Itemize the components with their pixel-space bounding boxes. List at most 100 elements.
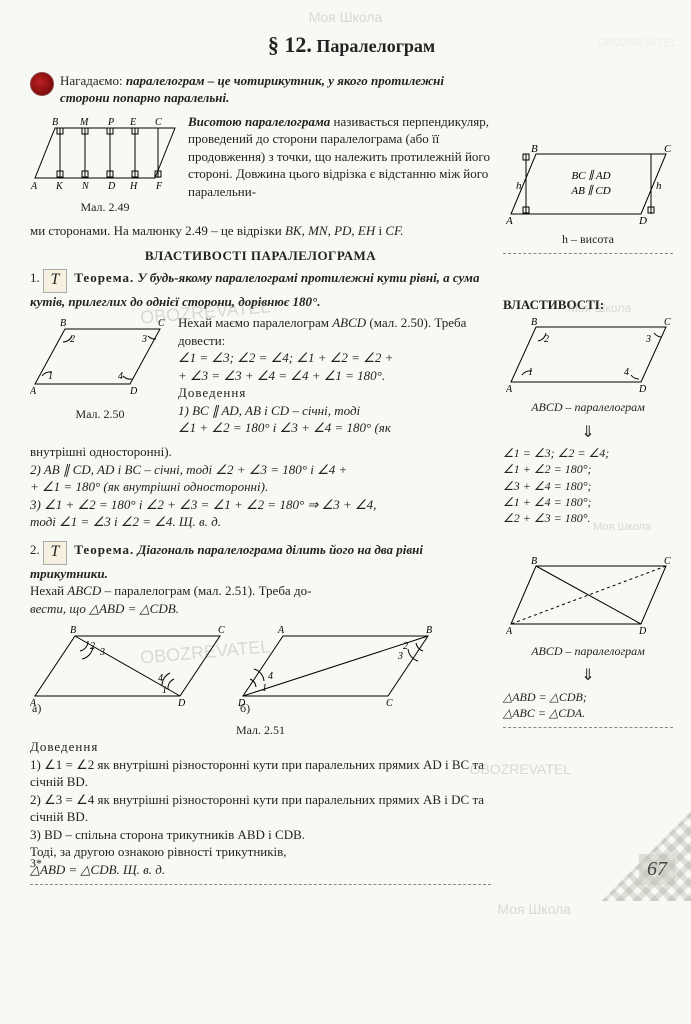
svg-text:D: D — [638, 626, 647, 637]
svg-text:A: A — [277, 625, 285, 636]
svg-text:1: 1 — [162, 685, 167, 696]
theorem-2-p2: 2) ∠3 = ∠4 як внутрішні різносторонні ку… — [30, 791, 491, 826]
fig-2-51-b-label: б) — [240, 700, 250, 716]
side-properties-heading: ВЛАСТИВОСТІ: — [503, 296, 673, 314]
theorem-1-p3: 3) ∠1 + ∠2 = 180° і ∠2 + ∠3 = ∠1 + ∠2 = … — [30, 496, 491, 514]
svg-text:4: 4 — [118, 371, 123, 382]
theorem-1-proof-label: Доведення — [178, 384, 491, 402]
svg-text:D: D — [129, 386, 138, 397]
side-prop-l5: ∠2 + ∠3 = 180°. — [503, 510, 673, 526]
svg-text:A: A — [506, 384, 513, 395]
page-number: 67 — [639, 854, 675, 885]
side-diag-l1: △ABD = △CDB; — [503, 689, 673, 705]
theorem-1-number: 1. — [30, 270, 40, 285]
theorem-1-p1b: ∠1 + ∠2 = 180° і ∠3 + ∠4 = 180° (як — [178, 419, 491, 437]
theorem-1-label: Теорема. — [74, 270, 134, 285]
svg-text:B: B — [426, 625, 432, 636]
svg-text:B: B — [70, 625, 76, 636]
svg-text:1: 1 — [48, 371, 53, 382]
svg-text:2: 2 — [70, 334, 75, 345]
implies-arrow-1: ⇓ — [503, 422, 673, 444]
theorem-icon: Т — [43, 269, 67, 293]
svg-text:C: C — [155, 117, 162, 128]
svg-text:2: 2 — [403, 641, 408, 652]
svg-text:C: C — [664, 317, 671, 328]
watermark-side-2: Моя Школа — [497, 900, 571, 919]
svg-text:h: h — [656, 180, 662, 192]
fig-2-50-caption: Мал. 2.50 — [30, 406, 170, 422]
theorem-2-number: 2. — [30, 542, 40, 557]
svg-text:C: C — [664, 144, 671, 155]
theorem-2-goal: вести, що △ABD = △CDB. — [30, 600, 491, 618]
svg-text:4: 4 — [624, 367, 629, 378]
height-term: Висотою паралелограма — [188, 114, 330, 129]
height-continuation: ми сторонами. На малюнку 2.49 – це відрі… — [30, 222, 491, 240]
svg-text:K: K — [55, 181, 64, 192]
side-column: B C A D h h BC ∥ AD AB ∥ CD h – висота ВЛАС… — [503, 72, 673, 892]
side-prop-l3: ∠3 + ∠4 = 180°; — [503, 478, 673, 494]
svg-text:AB ∥ CD: AB ∥ CD — [570, 184, 610, 197]
svg-text:2: 2 — [544, 334, 549, 345]
figure-2-49: BM PEC AKN DHF — [30, 113, 180, 193]
svg-text:B: B — [531, 144, 538, 155]
section-number: § 12. — [268, 32, 312, 57]
svg-text:M: M — [79, 117, 89, 128]
svg-text:A: A — [506, 215, 513, 227]
svg-text:3: 3 — [99, 647, 105, 658]
svg-text:P: P — [107, 117, 114, 128]
side-diag-caption: ABCD – паралелограм — [503, 643, 673, 659]
svg-text:3: 3 — [141, 334, 147, 345]
theorem-1-p2: 2) AB ∥ CD, AD і BC – січні, тоді ∠2 + ∠… — [30, 461, 491, 479]
svg-text:C: C — [218, 625, 225, 636]
signature-mark: 3* — [30, 855, 42, 871]
svg-text:BC ∥ AD: BC ∥ AD — [571, 169, 610, 182]
side-fig-height: B C A D h h BC ∥ AD AB ∥ CD — [506, 144, 671, 229]
figure-2-51-a: BC AD 23 41 — [30, 621, 230, 711]
target-icon — [30, 72, 54, 96]
svg-text:A: A — [30, 181, 38, 192]
reminder-lead: Нагадаємо: — [60, 73, 123, 88]
watermark-top: Моя Школа — [309, 8, 383, 27]
svg-text:N: N — [81, 181, 90, 192]
svg-text:1: 1 — [528, 367, 533, 378]
fig-2-51-a-label: а) — [32, 700, 41, 716]
svg-text:B: B — [531, 317, 537, 328]
svg-text:C: C — [664, 556, 671, 567]
side-fig-diagonals: B C A D — [506, 556, 671, 641]
properties-heading: ВЛАСТИВОСТІ ПАРАЛЕЛОГРАМА — [30, 247, 491, 265]
svg-text:E: E — [129, 117, 136, 128]
svg-text:H: H — [129, 181, 138, 192]
reminder-block: Нагадаємо: паралелограм – це чотирикутни… — [30, 72, 491, 107]
theorem-2-p1: 1) ∠1 = ∠2 як внутрішні різносторонні ку… — [30, 756, 491, 791]
svg-text:A: A — [506, 626, 513, 637]
svg-text:C: C — [386, 698, 393, 709]
theorem-2-proof-label: Доведення — [30, 738, 491, 756]
figure-2-51-b: AB DC 23 41 — [238, 621, 438, 711]
svg-text:3: 3 — [397, 651, 403, 662]
side-prop-l2: ∠1 + ∠2 = 180°; — [503, 461, 673, 477]
theorem-icon-2: Т — [43, 541, 67, 565]
theorem-2: 2. Т Теорема. Діагональ паралелограма ді… — [30, 541, 491, 886]
theorem-2-p4b: △ABD = △CDB. Щ. в. д. — [30, 861, 491, 879]
theorem-2-p3: 3) BD – спільна сторона трикутників ABD … — [30, 826, 491, 844]
theorem-1-p2b: + ∠1 = 180° (як внутрішні односторонні). — [30, 478, 491, 496]
side-prop-l1: ∠1 = ∠3; ∠2 = ∠4; — [503, 445, 673, 461]
theorem-1-p1: 1) BC ∥ AD, AB і CD – січні, тоді — [178, 402, 491, 420]
svg-text:C: C — [158, 318, 165, 329]
side-h-caption: h – висота — [503, 231, 673, 247]
section-title: Паралелограм — [316, 36, 435, 56]
theorem-1-eq1: ∠1 = ∠3; ∠2 = ∠4; ∠1 + ∠2 = ∠2 + — [178, 349, 491, 367]
theorem-2-p4a: Тоді, за другою ознакою рівності трикутн… — [30, 843, 491, 861]
svg-text:D: D — [107, 181, 116, 192]
fig-2-49-caption: Мал. 2.49 — [30, 199, 180, 215]
svg-text:h: h — [516, 180, 522, 192]
svg-text:B: B — [531, 556, 537, 567]
svg-text:D: D — [638, 215, 647, 227]
svg-text:A: A — [30, 386, 37, 397]
svg-text:B: B — [60, 318, 66, 329]
svg-text:F: F — [155, 181, 163, 192]
figure-2-50: B C A D 2 3 1 4 — [30, 314, 170, 399]
svg-text:D: D — [638, 384, 647, 395]
theorem-2-label: Теорема. — [74, 542, 134, 557]
theorem-1-p3b: тоді ∠1 = ∠3 і ∠2 = ∠4. Щ. в. д. — [30, 513, 491, 531]
